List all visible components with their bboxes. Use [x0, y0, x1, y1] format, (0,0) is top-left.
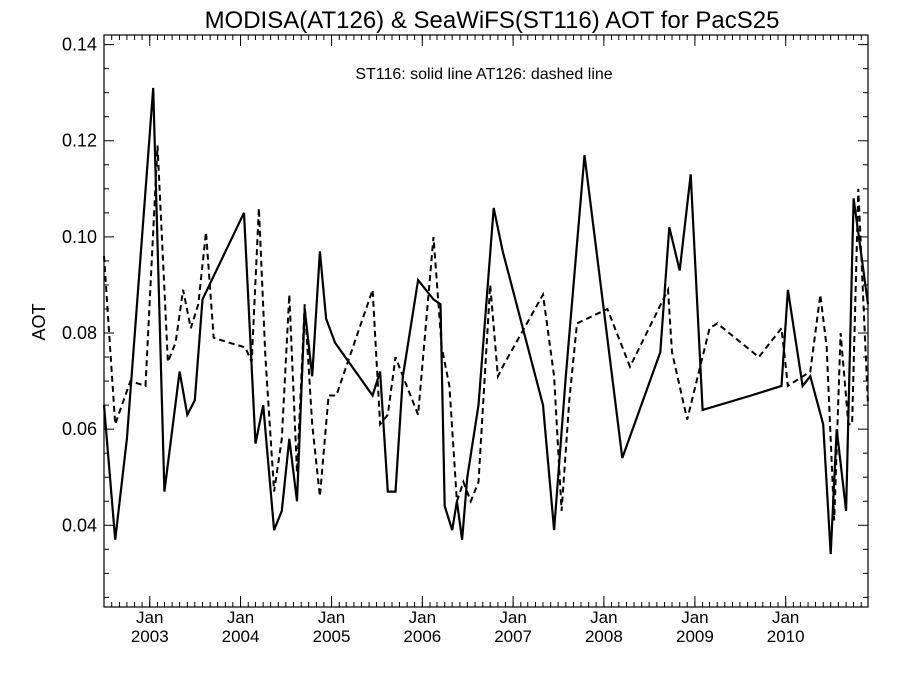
x-tick-month: Jan	[681, 608, 708, 627]
series-line-st116	[102, 87, 870, 555]
y-axis-label: AOT	[29, 303, 49, 340]
series-line-at126	[103, 145, 869, 521]
y-tick-label: 0.10	[62, 227, 97, 247]
x-tick-month: Jan	[318, 608, 345, 627]
series-group	[102, 87, 870, 555]
x-tick-month: Jan	[499, 608, 526, 627]
x-tick-month: Jan	[772, 608, 799, 627]
x-tick-year: 2007	[494, 627, 532, 646]
x-tick-year: 2010	[767, 627, 805, 646]
y-tick-label: 0.04	[62, 515, 97, 535]
plot-frame	[103, 34, 869, 608]
x-tick-year: 2006	[403, 627, 441, 646]
x-tick-year: 2008	[585, 627, 623, 646]
x-tick-month: Jan	[136, 608, 163, 627]
y-tick-label: 0.08	[62, 323, 97, 343]
axis-ticks: 0.040.060.080.100.120.14Jan2003Jan2004Ja…	[62, 35, 868, 646]
x-tick-year: 2004	[222, 627, 260, 646]
x-tick-year: 2009	[676, 627, 714, 646]
chart-title: MODISA(AT126) & SeaWiFS(ST116) AOT for P…	[205, 7, 780, 34]
y-tick-label: 0.06	[62, 419, 97, 439]
x-tick-month: Jan	[409, 608, 436, 627]
x-tick-month: Jan	[590, 608, 617, 627]
y-tick-label: 0.14	[62, 35, 97, 55]
x-tick-year: 2003	[131, 627, 169, 646]
x-tick-year: 2005	[313, 627, 351, 646]
x-tick-month: Jan	[227, 608, 254, 627]
chart-annotation: ST116: solid line AT126: dashed line	[355, 66, 612, 83]
y-tick-label: 0.12	[62, 131, 97, 151]
